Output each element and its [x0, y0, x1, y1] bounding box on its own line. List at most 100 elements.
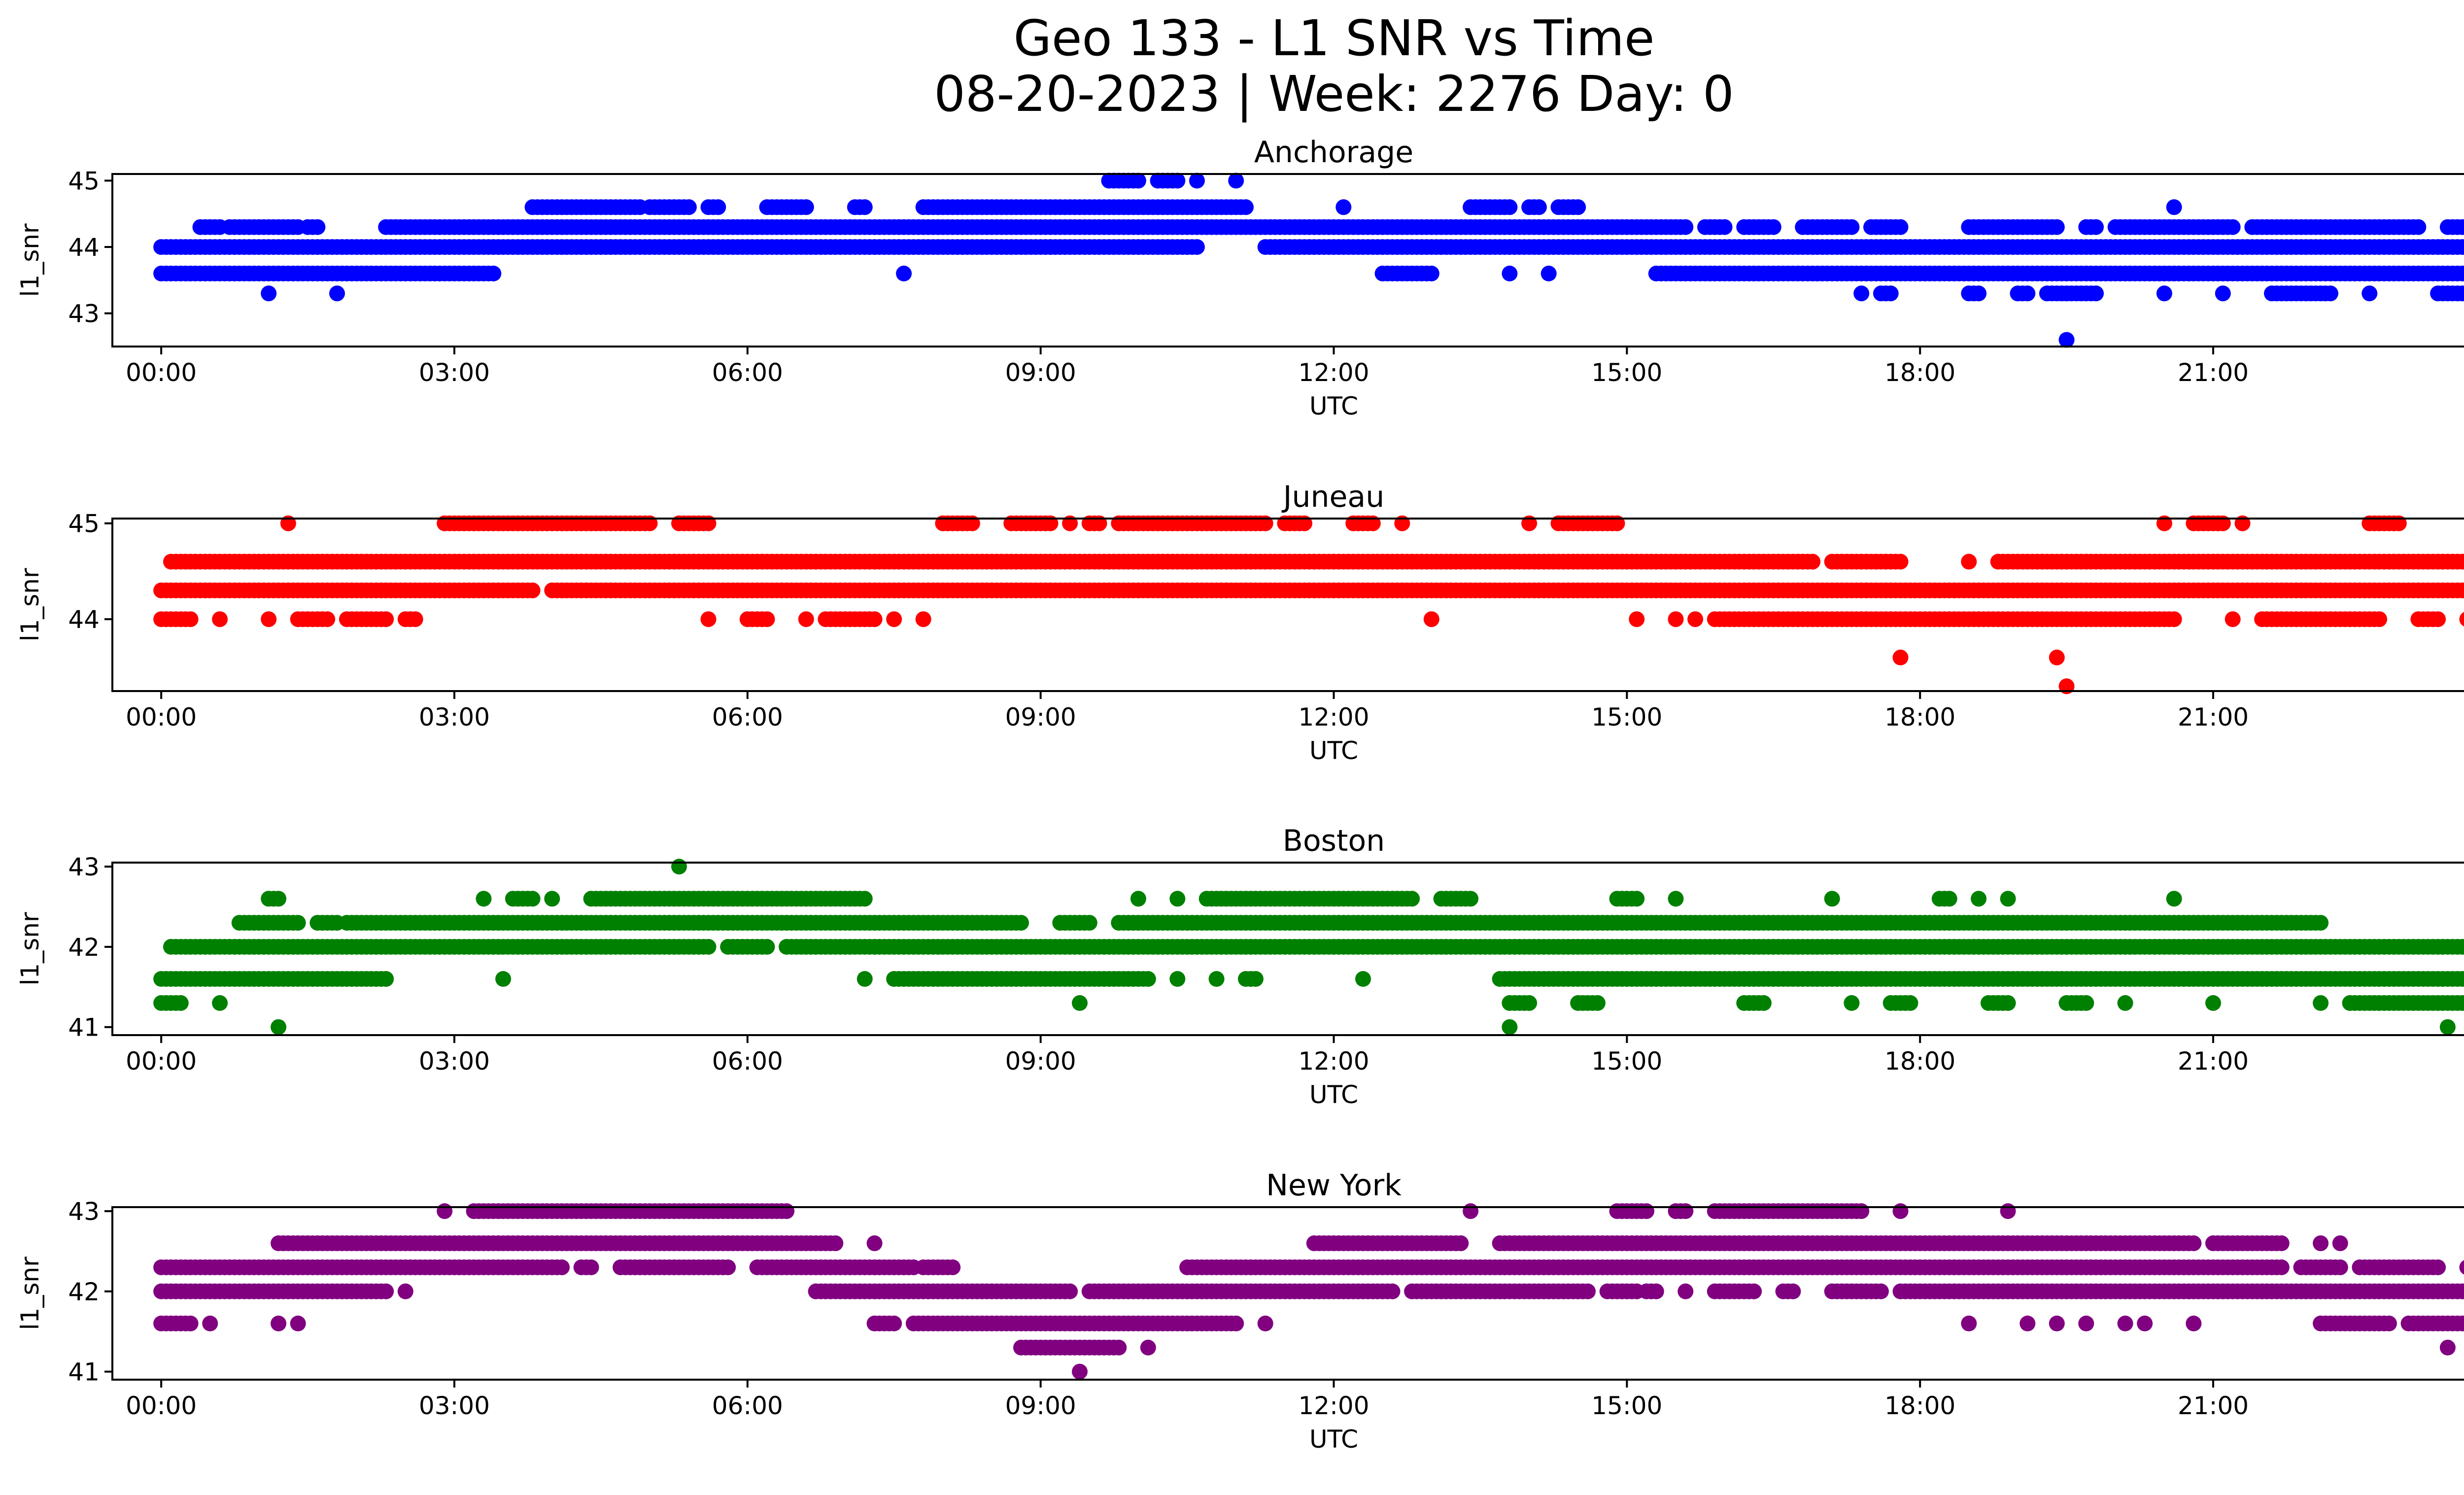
- data-point: [2459, 939, 2464, 954]
- data-point: [2156, 285, 2172, 302]
- figure-title-line2: 08-20-2023 | Week: 2276 Day: 0: [934, 65, 1734, 123]
- x-tick-label: 15:00: [1591, 358, 1662, 387]
- data-point: [202, 1316, 218, 1331]
- x-tick-label: 18:00: [1884, 703, 1955, 731]
- data-point: [700, 939, 717, 955]
- data-point: [2439, 1019, 2456, 1035]
- data-point: [1540, 265, 1557, 281]
- data-point: [1755, 995, 1772, 1011]
- data-point: [2049, 1316, 2065, 1331]
- data-point: [271, 1019, 287, 1035]
- data-point: [759, 611, 775, 627]
- data-point: [1589, 995, 1606, 1011]
- data-point: [2410, 219, 2427, 235]
- y-tick-label: 45: [68, 510, 100, 538]
- data-point: [2459, 996, 2464, 1010]
- data-point: [2000, 891, 2016, 907]
- data-point: [700, 611, 717, 627]
- y-tick-label: 41: [68, 1013, 100, 1042]
- data-point: [915, 611, 931, 627]
- data-point: [1228, 173, 1244, 189]
- y-tick-label: 43: [68, 853, 100, 881]
- data-point: [1853, 285, 1870, 302]
- data-point: [212, 611, 228, 627]
- data-point: [1081, 915, 1097, 931]
- data-point: [1072, 995, 1088, 1011]
- data-point: [1140, 971, 1156, 987]
- x-tick-label: 12:00: [1298, 358, 1369, 387]
- data-point: [1502, 199, 1518, 215]
- x-tick-label: 21:00: [2178, 703, 2249, 731]
- x-tick-label: 18:00: [1884, 358, 1955, 387]
- x-tick-label: 00:00: [126, 1047, 197, 1076]
- data-point: [2459, 612, 2464, 626]
- x-tick-label: 06:00: [712, 1047, 783, 1076]
- data-point: [886, 611, 902, 627]
- data-point: [212, 995, 228, 1011]
- data-point: [1668, 611, 1684, 627]
- data-point: [896, 265, 912, 281]
- data-point: [524, 582, 541, 598]
- data-point: [182, 611, 199, 627]
- x-tick-label: 15:00: [1591, 1047, 1662, 1076]
- data-point: [1746, 1283, 1762, 1299]
- data-point: [1882, 285, 1899, 302]
- data-point: [1902, 995, 1918, 1011]
- y-axis-label: l1_snr: [16, 912, 44, 985]
- data-point: [2186, 1316, 2202, 1331]
- data-point: [945, 1259, 961, 1276]
- data-point: [2224, 219, 2241, 235]
- data-point: [2459, 554, 2464, 569]
- data-points: [153, 1203, 2464, 1380]
- x-axis-label: UTC: [1309, 736, 1358, 765]
- x-tick-label: 21:00: [2178, 358, 2249, 387]
- x-tick-label: 15:00: [1591, 703, 1662, 731]
- data-point: [1404, 891, 1420, 907]
- data-point: [2459, 286, 2464, 301]
- subplot-title: Boston: [1283, 824, 1385, 858]
- data-point: [720, 1259, 736, 1276]
- data-point: [2137, 1316, 2153, 1331]
- data-point: [2313, 915, 2329, 931]
- data-point: [2381, 1316, 2397, 1331]
- data-point: [671, 859, 687, 875]
- data-point: [1716, 219, 1733, 235]
- data-point: [397, 1283, 413, 1299]
- data-point: [1805, 554, 1821, 570]
- data-point: [2088, 219, 2104, 235]
- data-point: [1961, 1316, 1977, 1331]
- data-point: [290, 1316, 306, 1331]
- data-point: [1844, 995, 1860, 1011]
- data-point: [2459, 240, 2464, 254]
- subplot-title: Anchorage: [1254, 135, 1413, 170]
- x-axis-label: UTC: [1309, 392, 1358, 420]
- data-point: [1423, 611, 1439, 627]
- data-point: [759, 939, 775, 955]
- data-point: [2205, 995, 2221, 1011]
- data-point: [1844, 219, 1860, 235]
- data-point: [866, 611, 883, 627]
- x-tick-label: 03:00: [419, 703, 490, 731]
- data-point: [1208, 971, 1225, 987]
- data-point: [182, 1316, 199, 1331]
- data-point: [1892, 649, 1909, 665]
- data-point: [2019, 1316, 2036, 1331]
- plot-frame: [111, 518, 2464, 692]
- data-point: [1677, 1283, 1694, 1299]
- data-point: [583, 1259, 599, 1276]
- data-point: [2000, 995, 2016, 1011]
- data-point: [2313, 995, 2329, 1011]
- data-point: [2459, 1284, 2464, 1299]
- data-point: [2430, 611, 2446, 627]
- data-point: [1521, 995, 1538, 1011]
- subplot-title: New York: [1266, 1168, 1402, 1203]
- x-tick-label: 21:00: [2178, 1047, 2249, 1076]
- data-point: [1892, 554, 1909, 570]
- data-point: [856, 199, 873, 215]
- data-point: [378, 971, 394, 987]
- y-tick-label: 45: [68, 167, 100, 195]
- data-point: [1580, 1283, 1596, 1299]
- data-point: [407, 611, 423, 627]
- x-tick-label: 00:00: [126, 358, 197, 387]
- data-point: [1570, 199, 1586, 215]
